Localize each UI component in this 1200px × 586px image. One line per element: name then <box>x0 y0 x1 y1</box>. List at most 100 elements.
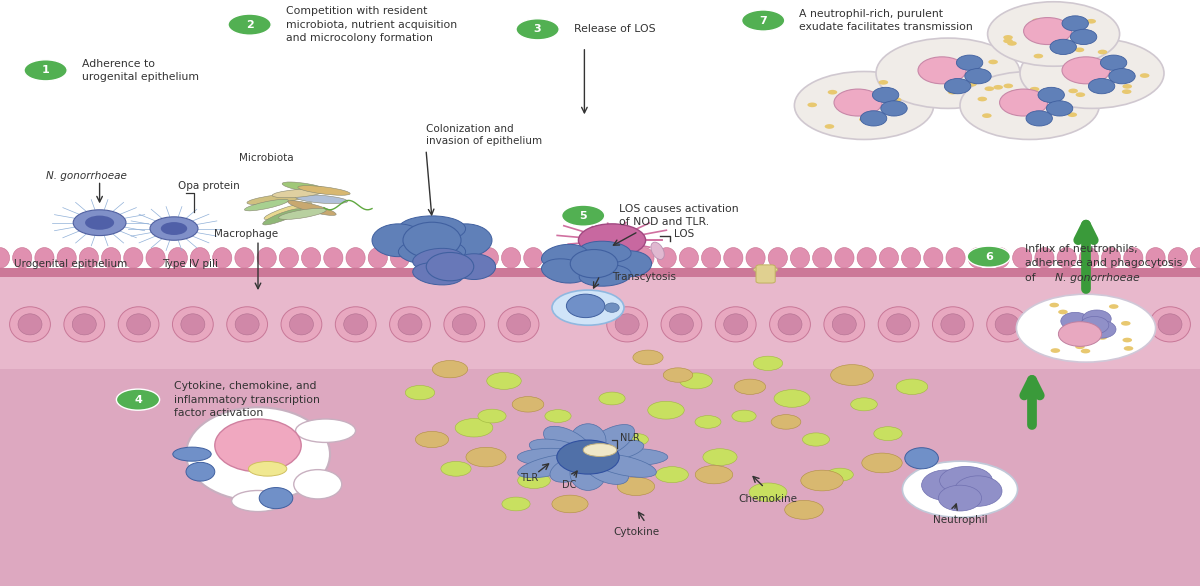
Circle shape <box>1123 346 1133 351</box>
Ellipse shape <box>439 224 492 257</box>
Circle shape <box>874 427 902 441</box>
Circle shape <box>432 360 468 378</box>
Circle shape <box>1081 349 1091 353</box>
Text: N. gonorrhoeae: N. gonorrhoeae <box>1055 273 1140 283</box>
Ellipse shape <box>954 476 1002 506</box>
Ellipse shape <box>79 247 98 268</box>
Ellipse shape <box>944 79 971 94</box>
Circle shape <box>800 470 844 491</box>
Text: Type IV pili: Type IV pili <box>162 258 218 269</box>
Ellipse shape <box>18 314 42 335</box>
Circle shape <box>73 210 126 236</box>
Ellipse shape <box>541 259 588 283</box>
Ellipse shape <box>679 247 698 268</box>
Circle shape <box>774 390 810 407</box>
Circle shape <box>703 449 737 465</box>
Ellipse shape <box>390 307 431 342</box>
Ellipse shape <box>288 200 336 216</box>
Circle shape <box>655 466 689 483</box>
Ellipse shape <box>413 247 432 268</box>
Ellipse shape <box>191 247 210 268</box>
Text: A neutrophil-rich, purulent
exudate facilitates transmission: A neutrophil-rich, purulent exudate faci… <box>799 9 973 32</box>
Ellipse shape <box>235 247 254 268</box>
Circle shape <box>1050 348 1060 353</box>
Ellipse shape <box>986 307 1027 342</box>
Ellipse shape <box>872 87 899 103</box>
Ellipse shape <box>965 69 991 84</box>
Ellipse shape <box>887 314 911 335</box>
Ellipse shape <box>1062 57 1110 84</box>
Text: Influx of neutrophils;: Influx of neutrophils; <box>1025 244 1138 254</box>
Ellipse shape <box>1109 69 1135 84</box>
Ellipse shape <box>1146 247 1165 268</box>
Circle shape <box>1032 18 1042 23</box>
Ellipse shape <box>372 224 425 257</box>
Ellipse shape <box>173 307 214 342</box>
Text: LOS: LOS <box>674 229 695 240</box>
Circle shape <box>734 379 766 394</box>
Ellipse shape <box>457 247 476 268</box>
Circle shape <box>956 70 966 75</box>
Text: 7: 7 <box>760 15 767 26</box>
Ellipse shape <box>702 247 721 268</box>
Circle shape <box>455 418 493 437</box>
Circle shape <box>1003 35 1013 40</box>
Text: N. gonorrhoeae: N. gonorrhoeae <box>46 171 126 181</box>
Ellipse shape <box>72 314 96 335</box>
Ellipse shape <box>146 247 166 268</box>
Ellipse shape <box>922 470 970 500</box>
Ellipse shape <box>661 307 702 342</box>
Circle shape <box>695 415 721 428</box>
FancyBboxPatch shape <box>0 0 1200 270</box>
Ellipse shape <box>1057 247 1076 268</box>
Text: 3: 3 <box>534 24 541 35</box>
Ellipse shape <box>918 57 966 84</box>
Ellipse shape <box>1070 29 1097 45</box>
Circle shape <box>978 97 988 101</box>
FancyBboxPatch shape <box>0 270 1200 369</box>
Ellipse shape <box>278 209 326 219</box>
Circle shape <box>617 477 655 496</box>
Ellipse shape <box>1062 16 1088 31</box>
Text: Macrophage: Macrophage <box>214 229 278 240</box>
Circle shape <box>1030 87 1039 91</box>
Ellipse shape <box>1024 18 1072 45</box>
Circle shape <box>1098 50 1108 54</box>
Ellipse shape <box>924 247 943 268</box>
Ellipse shape <box>1190 247 1200 268</box>
Ellipse shape <box>590 247 610 268</box>
FancyBboxPatch shape <box>0 268 1200 277</box>
Ellipse shape <box>434 247 454 268</box>
Circle shape <box>440 461 472 476</box>
Circle shape <box>599 392 625 405</box>
Circle shape <box>902 461 1018 517</box>
Ellipse shape <box>593 448 667 466</box>
Text: Cytokine, chemokine, and
inflammatory transcription
factor activation: Cytokine, chemokine, and inflammatory tr… <box>174 381 320 418</box>
Circle shape <box>1084 323 1093 328</box>
Circle shape <box>552 290 624 325</box>
Ellipse shape <box>1050 39 1076 54</box>
Ellipse shape <box>295 195 348 203</box>
Circle shape <box>1086 36 1096 40</box>
Circle shape <box>930 62 940 66</box>
Ellipse shape <box>1102 247 1121 268</box>
Ellipse shape <box>724 314 748 335</box>
Ellipse shape <box>235 314 259 335</box>
Ellipse shape <box>517 448 584 466</box>
Ellipse shape <box>390 247 409 268</box>
Ellipse shape <box>346 247 365 268</box>
Ellipse shape <box>523 247 542 268</box>
Ellipse shape <box>212 247 232 268</box>
Circle shape <box>545 410 571 423</box>
Circle shape <box>1075 93 1085 97</box>
Ellipse shape <box>901 247 920 268</box>
Ellipse shape <box>126 314 150 335</box>
Circle shape <box>466 447 506 467</box>
Ellipse shape <box>282 182 330 193</box>
Ellipse shape <box>616 314 640 335</box>
FancyBboxPatch shape <box>0 270 1200 586</box>
Circle shape <box>1033 54 1043 59</box>
Ellipse shape <box>1026 111 1052 126</box>
Ellipse shape <box>583 456 629 485</box>
FancyBboxPatch shape <box>756 265 775 283</box>
